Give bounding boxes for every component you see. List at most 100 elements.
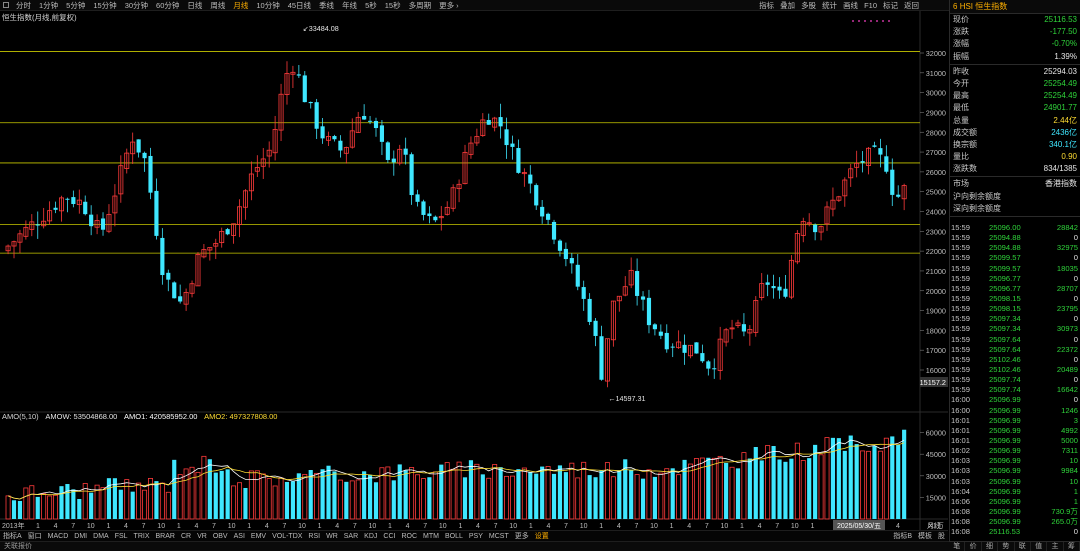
volume-bar: [219, 470, 224, 519]
candle-body: [670, 346, 675, 348]
indicator-tab[interactable]: EMV: [250, 532, 267, 540]
period-tab[interactable]: 45日线: [287, 0, 312, 10]
indicator-tab[interactable]: 设置: [534, 532, 549, 540]
side-tab[interactable]: 势: [998, 542, 1015, 551]
tick-volume: 1: [1073, 486, 1078, 496]
indicator-tab[interactable]: KDJ: [364, 532, 378, 540]
indicator-tab[interactable]: RSI: [308, 532, 321, 540]
tool-button[interactable]: 统计: [822, 1, 838, 10]
tool-button[interactable]: 多股: [801, 1, 817, 10]
candle-body: [676, 341, 682, 349]
period-tab[interactable]: 1分钟: [39, 0, 59, 10]
period-tab[interactable]: 5秒: [365, 0, 377, 10]
period-tab[interactable]: 日线: [187, 0, 203, 10]
indicator-tab[interactable]: CR: [180, 532, 192, 540]
side-tab[interactable]: 笔: [949, 542, 966, 551]
tick-price: 25096.99: [989, 415, 1021, 425]
window-icon[interactable]: [3, 2, 9, 8]
volume-bar: [231, 485, 237, 520]
indicator-tab[interactable]: VOL-TDX: [272, 532, 303, 540]
indicator-tab[interactable]: DMI: [74, 532, 88, 540]
indicator-tab[interactable]: 指标A: [3, 532, 22, 540]
side-tab[interactable]: 值: [1031, 542, 1048, 551]
indicator-tab[interactable]: 股: [938, 533, 945, 540]
tick-row: 16:03 25096.99 9984: [949, 466, 1080, 476]
chart-canvas[interactable]: 32000 31000 30000 29000 28000 27000 26000 25000…: [0, 11, 948, 551]
indicator-tab[interactable]: 模板: [918, 533, 932, 540]
tick-list[interactable]: 15:59 25096.00 28842 15:59 25094.88 0 15:59 250…: [949, 223, 1080, 537]
indicator-tab[interactable]: BRAR: [155, 532, 175, 540]
indicator-tab[interactable]: SAR: [343, 532, 359, 540]
volume-bar: [379, 467, 385, 520]
volume-bar: [456, 461, 462, 520]
volume-bar: [59, 486, 64, 519]
tick-price: 25102.46: [989, 364, 1021, 374]
period-tab[interactable]: 15秒: [384, 0, 401, 10]
tick-time: 16:08: [951, 527, 971, 537]
period-tab[interactable]: 15分钟: [93, 0, 117, 10]
indicator-tab[interactable]: MCST: [488, 532, 509, 540]
period-tab[interactable]: 30分钟: [124, 0, 149, 10]
indicator-tab[interactable]: BOLL: [444, 532, 463, 540]
indicator-tab[interactable]: ASI: [233, 532, 245, 540]
indicator-tab[interactable]: MTM: [423, 532, 439, 540]
tool-button[interactable]: 叠加: [780, 1, 796, 10]
side-tab[interactable]: 细: [982, 542, 999, 551]
indicator-tab[interactable]: VR: [197, 532, 207, 540]
period-tab[interactable]: 5分钟: [66, 0, 86, 10]
candle-body: [777, 286, 782, 291]
volume-bar: [735, 468, 741, 519]
period-tab[interactable]: 季线: [319, 0, 335, 10]
indicator-tab[interactable]: 窗口: [27, 532, 42, 540]
side-tab[interactable]: 筹: [1064, 542, 1080, 551]
period-tab[interactable]: 10分钟: [256, 0, 280, 10]
volume-bar: [676, 474, 682, 520]
indicator-tab[interactable]: ROC: [401, 532, 418, 540]
side-tab[interactable]: 价: [965, 542, 982, 551]
indicator-tab[interactable]: DMA: [93, 532, 109, 540]
period-tab[interactable]: 多周期: [408, 0, 432, 10]
indicator-tab[interactable]: TRIX: [133, 532, 150, 540]
indicator-tab[interactable]: MACD: [47, 532, 69, 540]
tick-time: 16:08: [951, 506, 971, 516]
period-tab[interactable]: 60分钟: [156, 0, 180, 10]
volume-bar: [35, 496, 40, 519]
volume-bar: [747, 458, 752, 519]
marker-dot: [882, 20, 884, 22]
tick-volume: 0: [1073, 354, 1078, 364]
kline-chart[interactable]: 32000 31000 30000 29000 28000 27000 26000 25000…: [0, 11, 948, 551]
period-tab[interactable]: 分时: [16, 0, 31, 10]
tool-button[interactable]: F10: [864, 1, 877, 10]
current-price-tag: 15157.2: [920, 378, 946, 387]
candle-body: [154, 190, 159, 236]
period-tab[interactable]: 周线: [210, 0, 226, 10]
candle-body: [172, 282, 177, 299]
indicator-tab[interactable]: OBV: [212, 532, 228, 540]
side-tab[interactable]: 联: [1015, 542, 1031, 551]
side-tab[interactable]: 主: [1047, 542, 1064, 551]
indicator-tab[interactable]: 指标B: [893, 533, 912, 540]
period-tab[interactable]: 月线: [233, 0, 249, 10]
tick-price: 25097.64: [989, 334, 1021, 344]
tick-price: 25099.57: [989, 253, 1021, 263]
indicator-tab[interactable]: FSL: [114, 532, 128, 540]
indicator-tab[interactable]: 更多: [514, 532, 529, 540]
footer-bar[interactable]: 关联报价: [0, 541, 1080, 551]
candle-body: [830, 199, 836, 210]
volume-bar: [82, 483, 88, 520]
tool-button[interactable]: 返回: [904, 1, 919, 10]
quote-label: 涨跌数: [953, 164, 977, 174]
xaxis-tick-label: 10: [439, 523, 447, 530]
candle-body: [901, 185, 907, 200]
candle-body: [189, 283, 195, 294]
quote-row: 市场 香港指数: [950, 178, 1080, 190]
tool-button[interactable]: 指标: [759, 1, 775, 10]
period-tab[interactable]: 年线: [342, 0, 358, 10]
period-tab[interactable]: 更多 ›: [439, 0, 459, 10]
indicator-tab[interactable]: CCI: [383, 532, 396, 540]
indicator-tab[interactable]: WR: [326, 532, 338, 540]
xaxis-tick-label: 7: [775, 523, 779, 530]
tool-button[interactable]: 画线: [843, 1, 859, 10]
indicator-tab[interactable]: PSY: [468, 532, 483, 540]
tool-button[interactable]: 标记: [883, 1, 898, 10]
